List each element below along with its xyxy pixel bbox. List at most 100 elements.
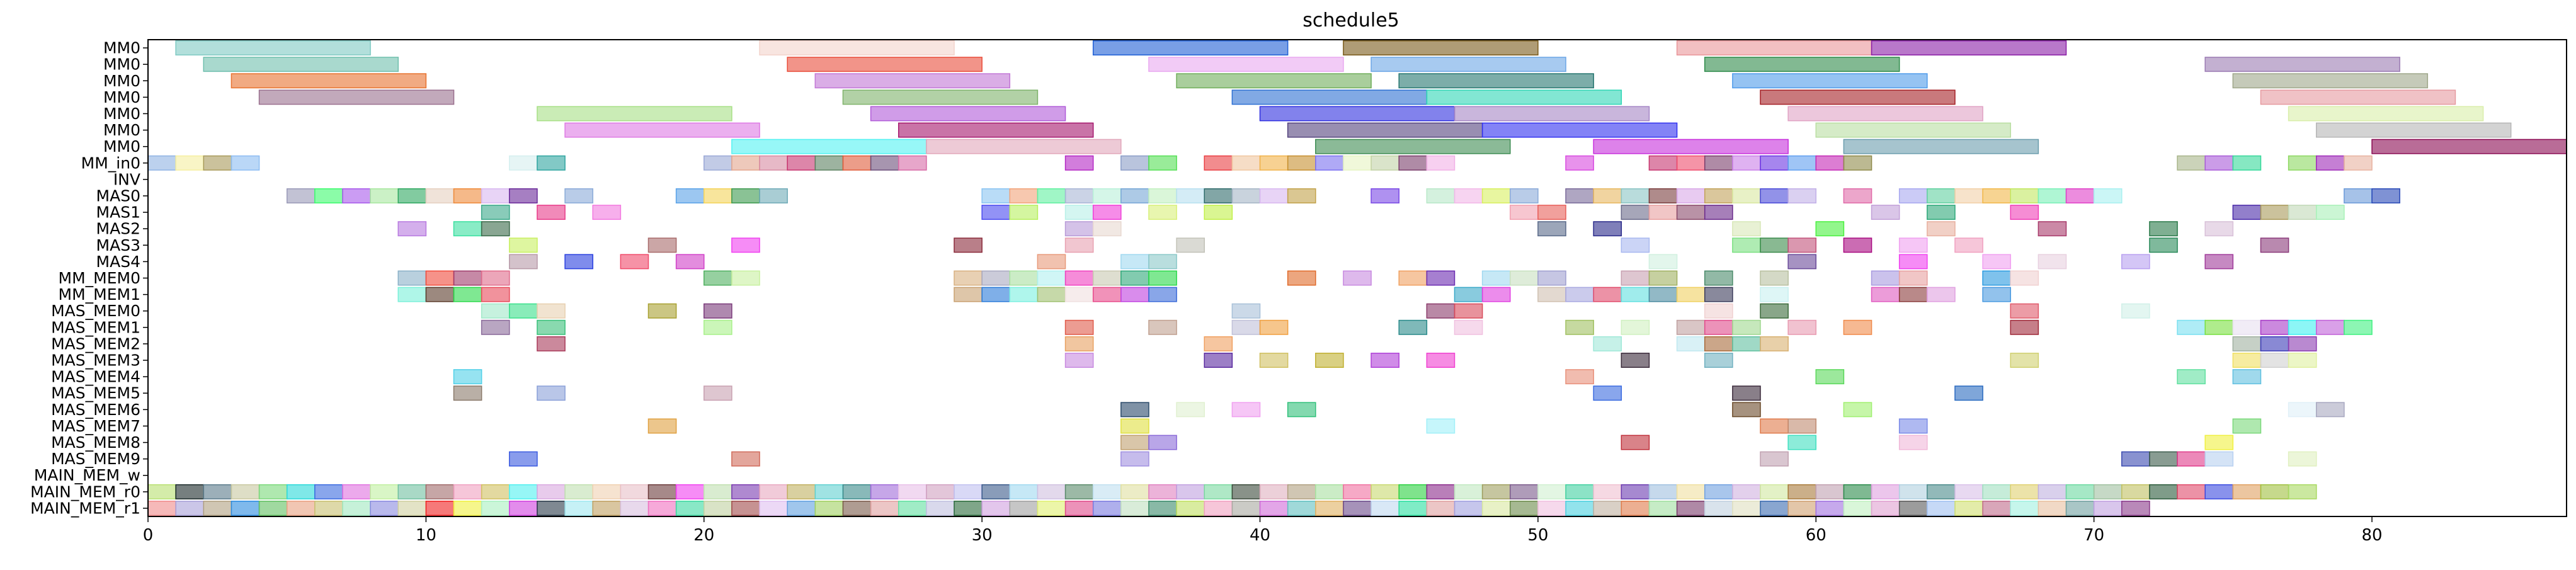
gantt-bar xyxy=(2232,155,2262,171)
gantt-bar xyxy=(1204,484,1233,499)
gantt-bar xyxy=(1148,205,1177,220)
gantt-bar xyxy=(1259,500,1289,516)
chart-title: schedule5 xyxy=(1302,9,1399,31)
gantt-bar xyxy=(2010,319,2039,335)
gantt-bar xyxy=(926,484,955,499)
gantt-bar xyxy=(814,484,844,499)
gantt-bar xyxy=(1676,155,1706,171)
gantt-bar xyxy=(1064,155,1094,171)
y-tick-label: INV xyxy=(113,170,140,188)
gantt-bar xyxy=(1064,237,1094,253)
gantt-bar xyxy=(2037,500,2067,516)
gantt-bar xyxy=(203,57,399,72)
gantt-bar xyxy=(1371,484,1399,499)
gantt-bar xyxy=(1537,270,1566,286)
gantt-bar xyxy=(1287,402,1316,418)
gantt-bar xyxy=(1982,484,2011,499)
gantt-bar xyxy=(509,303,538,319)
gantt-bar xyxy=(787,484,816,499)
gantt-bar xyxy=(704,303,732,319)
gantt-bar xyxy=(1760,270,1789,286)
gantt-bar xyxy=(453,287,482,302)
gantt-bar xyxy=(397,270,427,286)
gantt-bar xyxy=(2316,122,2512,138)
gantt-bar xyxy=(1593,188,1622,203)
gantt-bar xyxy=(1481,270,1511,286)
gantt-bar xyxy=(1120,155,1149,171)
gantt-bar xyxy=(2316,319,2345,335)
gantt-bar xyxy=(1648,188,1678,203)
gantt-bar xyxy=(2093,484,2123,499)
gantt-bar xyxy=(1787,435,1817,450)
gantt-bar xyxy=(1843,188,1872,203)
gantt-bar xyxy=(759,484,788,499)
gantt-bar xyxy=(1426,484,1456,499)
gantt-bar xyxy=(1760,451,1789,467)
gantt-bar xyxy=(1704,500,1733,516)
gantt-bar xyxy=(1815,500,1845,516)
gantt-bar xyxy=(2177,155,2206,171)
gantt-bar xyxy=(537,303,566,319)
gantt-bar xyxy=(1398,270,1428,286)
gantt-bar xyxy=(1843,402,1872,418)
gantt-bar xyxy=(647,418,677,434)
gantt-bar xyxy=(1704,57,1900,72)
gantt-bar xyxy=(1621,237,1650,253)
gantt-bar xyxy=(1371,353,1399,368)
gantt-bar xyxy=(1120,254,1149,270)
gantt-bar xyxy=(481,270,510,286)
gantt-bar xyxy=(537,155,566,171)
gantt-bar xyxy=(1426,303,1456,319)
gantt-bar xyxy=(147,155,176,171)
gantt-bar xyxy=(1009,287,1039,302)
gantt-bar xyxy=(870,106,1066,122)
gantt-bar xyxy=(2288,402,2317,418)
gantt-bar xyxy=(2065,500,2095,516)
gantt-bar xyxy=(342,188,371,203)
gantt-bar xyxy=(2010,500,2039,516)
gantt-bar xyxy=(704,270,732,286)
gantt-bar xyxy=(731,451,760,467)
gantt-bar xyxy=(397,221,427,237)
gantt-bar xyxy=(1621,270,1650,286)
gantt-bar xyxy=(1398,319,1428,335)
gantt-bar xyxy=(2177,369,2206,385)
gantt-bar xyxy=(1871,484,1900,499)
gantt-bar xyxy=(1954,484,1983,499)
gantt-bar xyxy=(147,484,176,499)
y-tick-label: MM0 xyxy=(103,39,140,57)
y-tick-label: MAS1 xyxy=(96,203,140,222)
gantt-bar xyxy=(731,237,760,253)
gantt-bar xyxy=(1064,221,1094,237)
gantt-bar xyxy=(1148,57,1344,72)
y-tick-label: MAS_MEM8 xyxy=(51,433,140,452)
gantt-bar xyxy=(592,500,622,516)
gantt-bar xyxy=(1760,500,1789,516)
gantt-bar xyxy=(2316,205,2345,220)
gantt-bar xyxy=(2121,451,2150,467)
gantt-bar xyxy=(1454,303,1483,319)
gantt-bar xyxy=(1092,484,1122,499)
gantt-bar xyxy=(1676,188,1706,203)
gantt-bar xyxy=(1565,188,1594,203)
gantt-bar xyxy=(2344,155,2373,171)
gantt-bar xyxy=(286,500,316,516)
gantt-bar xyxy=(1064,270,1094,286)
gantt-bar xyxy=(2177,451,2206,467)
gantt-bar xyxy=(870,155,899,171)
gantt-bar xyxy=(1537,221,1566,237)
gantt-bar xyxy=(2204,319,2234,335)
gantt-bar xyxy=(1120,418,1149,434)
gantt-bar xyxy=(842,155,872,171)
gantt-bar xyxy=(1120,451,1149,467)
gantt-bar xyxy=(1009,270,1039,286)
gantt-bar xyxy=(1927,500,1956,516)
gantt-bar xyxy=(2260,353,2289,368)
gantt-bar xyxy=(231,155,260,171)
gantt-bar xyxy=(286,484,316,499)
gantt-bar xyxy=(1843,500,1872,516)
gantt-bar xyxy=(1871,500,1900,516)
gantt-bar xyxy=(2177,484,2206,499)
gantt-bar xyxy=(1287,500,1316,516)
